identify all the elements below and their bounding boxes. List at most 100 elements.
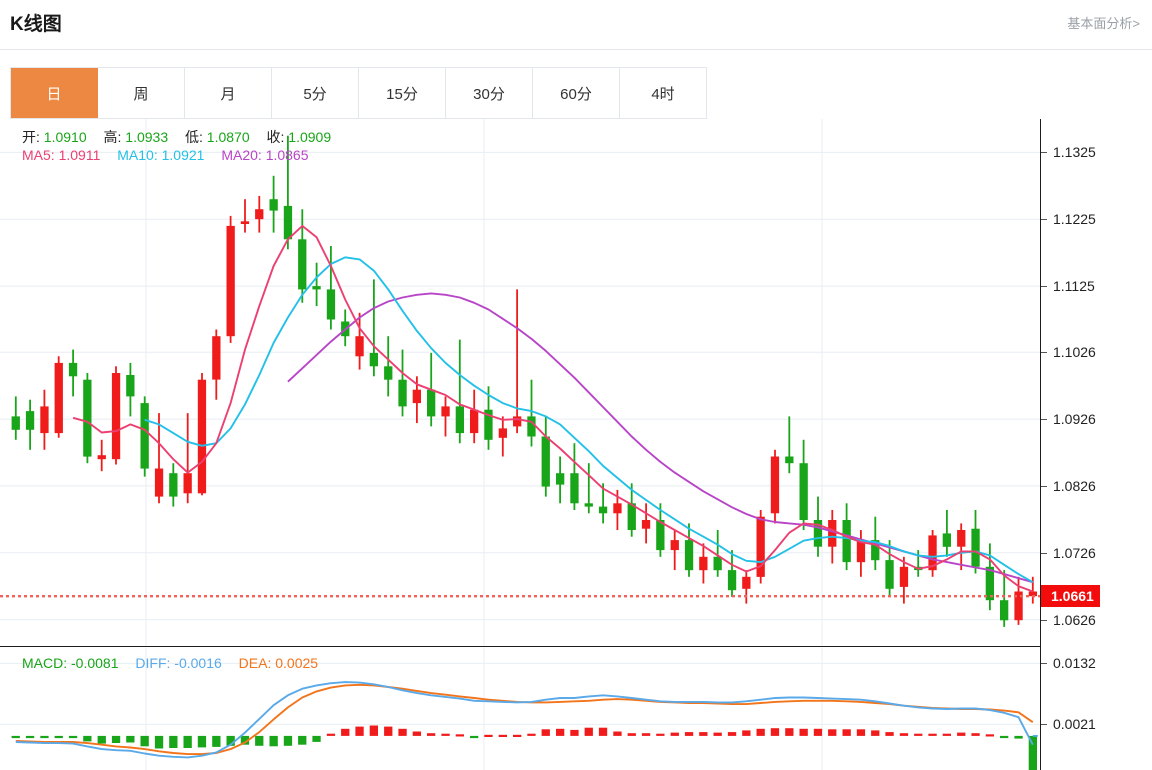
candlestick-svg (0, 119, 1040, 646)
candle-body (398, 379, 407, 407)
tab-label: 60分 (560, 85, 592, 103)
macd-histogram-bar (985, 734, 994, 737)
macd-histogram-bar (455, 734, 464, 737)
price-chart-pane[interactable]: 开: 1.0910 高: 1.0933 低: 1.0870 收: 1.0909 … (0, 119, 1040, 647)
macd-axis-label: 0.0021 (1053, 716, 1096, 733)
tab-label: 30分 (473, 85, 505, 103)
candle-body (756, 516, 765, 577)
macd-histogram-bar (684, 732, 694, 736)
candle-body (83, 379, 92, 457)
candle-body (598, 506, 608, 514)
macd-histogram-bar (1028, 735, 1037, 770)
candle-body (842, 520, 851, 563)
macd-histogram-bar (942, 733, 951, 736)
tab-period-4[interactable]: 15分 (359, 68, 446, 118)
price-axis-label: 1.0926 (1053, 411, 1096, 428)
macd-histogram-bar (513, 734, 522, 737)
tab-period-7[interactable]: 4时 (620, 68, 707, 118)
macd-histogram-bar (11, 735, 20, 739)
macd-histogram-bar (556, 728, 565, 736)
candle-body (785, 456, 794, 464)
macd-histogram-bar (412, 731, 421, 736)
tab-label: 15分 (386, 85, 418, 103)
candle-body (928, 535, 937, 571)
candle-body (140, 403, 149, 469)
tab-label: 周 (133, 85, 149, 103)
fundamental-analysis-link[interactable]: 基本面分析> (1067, 16, 1140, 31)
macd-histogram-bar (1000, 735, 1009, 739)
macd-histogram-bar (656, 733, 665, 736)
macd-histogram-bar (756, 728, 765, 736)
macd-histogram-bar (770, 728, 780, 736)
candle-body (556, 473, 565, 485)
page-header: K线图 基本面分析> (0, 0, 1152, 50)
candle-body (240, 221, 250, 224)
macd-histogram-bar (154, 735, 164, 749)
candle-body (54, 362, 63, 434)
tab-period-3[interactable]: 5分 (272, 68, 359, 118)
tab-period-0[interactable]: 日 (11, 68, 98, 118)
candle-body (985, 566, 994, 601)
macd-chart-pane[interactable]: MACD: -0.0081 DIFF: -0.0016 DEA: 0.0025 (0, 648, 1040, 770)
axis-tick (1041, 219, 1047, 221)
candle-body (111, 373, 121, 460)
macd-histogram-bar (785, 728, 794, 736)
candle-body (871, 540, 880, 561)
candle-body (197, 379, 207, 494)
macd-histogram-bar (226, 735, 235, 746)
tab-label: 4时 (651, 85, 675, 103)
macd-histogram-bar (25, 735, 35, 739)
candle-body (699, 556, 708, 571)
tab-period-6[interactable]: 60分 (533, 68, 620, 118)
diff-line (15, 681, 1034, 759)
ma10-line (144, 256, 1034, 584)
macd-histogram-bar (541, 729, 550, 736)
macd-axis-label: 0.0132 (1053, 655, 1096, 672)
tab-period-2[interactable]: 月 (185, 68, 272, 118)
macd-histogram-bar (842, 729, 851, 736)
candle-body (828, 520, 837, 547)
price-axis-label: 1.1125 (1053, 278, 1095, 295)
candle-body (11, 416, 20, 430)
candle-body (813, 520, 823, 547)
candle-body (770, 456, 780, 514)
candle-body (1028, 591, 1037, 597)
macd-histogram-bar (40, 735, 49, 739)
candle-body (971, 528, 980, 567)
candle-body (799, 463, 808, 520)
macd-histogram-bar (470, 735, 479, 739)
macd-histogram-bar (269, 735, 278, 747)
candle-body (283, 205, 293, 240)
page-title: K线图 (10, 14, 62, 35)
price-axis: 1.1325 1.1225 1.1125 1.1026 1.0926 1.0826 1.07… (1040, 119, 1152, 770)
candle-body (641, 520, 651, 529)
macd-histogram-bar (326, 733, 336, 736)
macd-histogram-bar (355, 726, 364, 736)
macd-histogram-bar (713, 732, 722, 736)
candle-body (613, 503, 622, 514)
macd-histogram-bar (111, 735, 121, 743)
candle-body (355, 336, 364, 357)
ma5-line (72, 224, 1034, 593)
price-axis-label: 1.1026 (1053, 344, 1096, 361)
macd-histogram-bar (727, 732, 737, 736)
tab-label: 5分 (303, 85, 327, 103)
axis-tick (1041, 552, 1047, 554)
macd-histogram-bar (441, 733, 450, 736)
tab-period-1[interactable]: 周 (98, 68, 185, 118)
macd-histogram-bar (971, 733, 980, 736)
chart-area: 开: 1.0910 高: 1.0933 低: 1.0870 收: 1.0909 … (0, 119, 1152, 770)
tab-period-5[interactable]: 30分 (446, 68, 533, 118)
macd-histogram-bar (212, 735, 221, 747)
macd-histogram-bar (427, 733, 436, 736)
candle-body (427, 389, 436, 417)
macd-histogram-bar (799, 728, 808, 736)
candle-body (570, 473, 579, 504)
candle-body (513, 416, 522, 427)
macd-histogram-bar (928, 733, 937, 736)
macd-histogram-bar (570, 729, 579, 736)
macd-histogram-bar (899, 733, 909, 736)
period-tabbar: 日 周 月 5分 15分 30分 60分 4时 (10, 67, 707, 119)
candle-body (1014, 591, 1023, 621)
candle-body (298, 239, 307, 290)
